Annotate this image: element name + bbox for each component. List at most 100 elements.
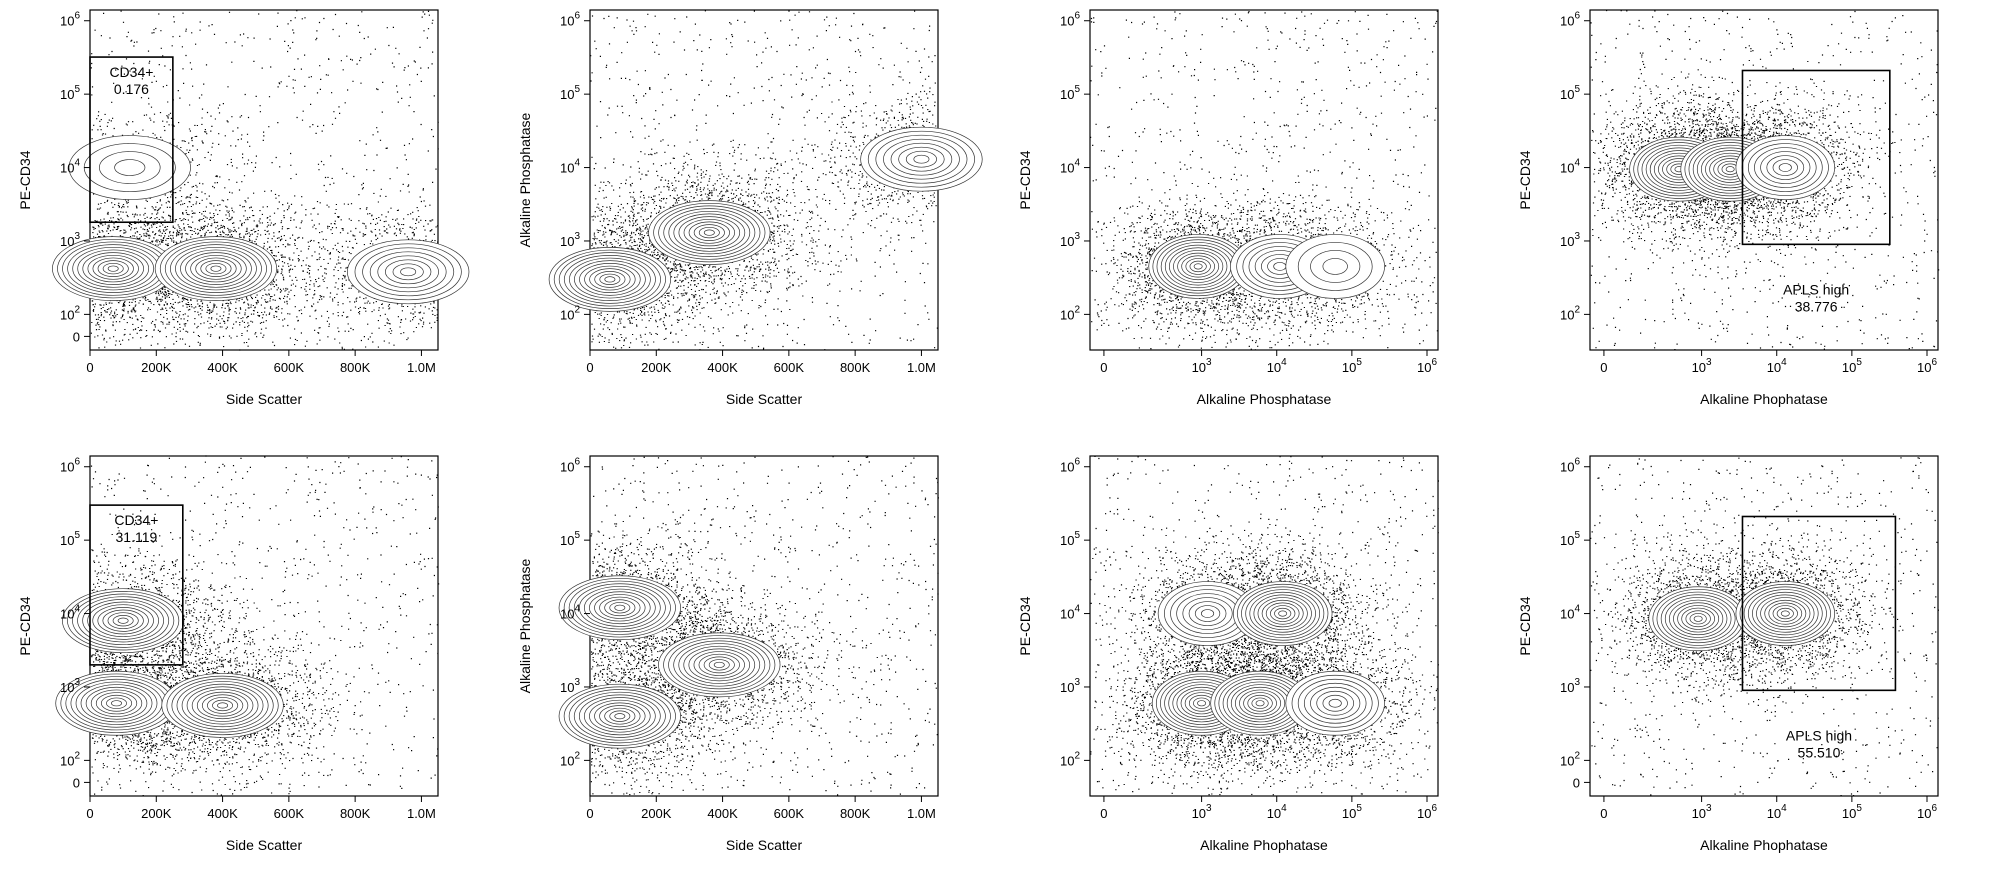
contour-level xyxy=(589,268,631,291)
contour-level xyxy=(683,218,735,247)
contour-level xyxy=(377,255,439,289)
x-tick-label: 103 xyxy=(1692,357,1712,375)
contour-level xyxy=(668,637,771,692)
y-tick-exponent: 6 xyxy=(1074,11,1080,22)
contour-level xyxy=(548,247,672,312)
y-tick-label: 104 xyxy=(1560,158,1580,176)
population-core xyxy=(1285,671,1385,736)
contour-level xyxy=(594,594,646,622)
contour-level xyxy=(354,243,462,301)
population-core xyxy=(1158,581,1257,646)
y-tick-label: 102 xyxy=(1060,750,1080,768)
plot-svg: 0 103 104 105 106 0 102 103 104 105 106 Alkaline Ph… xyxy=(1517,455,1939,853)
contour-level xyxy=(196,691,249,720)
contour-level xyxy=(1193,697,1211,709)
x-tick-label: 105 xyxy=(1842,803,1862,821)
contour-level xyxy=(563,255,656,304)
plot-svg: 0 103 104 105 106 102 103 104 105 106 Alkaline Pho… xyxy=(1517,9,1940,407)
plot-svg: 0 200K 400K 600K 800K 1.0M0102103104105106Sid… xyxy=(17,455,440,853)
contour-level xyxy=(1197,700,1207,707)
contour-level xyxy=(867,130,975,188)
contour-lines xyxy=(1151,581,1385,736)
y-tick-exponent: 5 xyxy=(1074,84,1080,95)
contour-level xyxy=(578,586,661,630)
population-core xyxy=(62,588,184,653)
x-tick-label: 600K xyxy=(774,360,805,375)
contour-level xyxy=(1285,670,1385,736)
contour-level xyxy=(599,705,641,728)
contour-level xyxy=(106,697,127,709)
contour-level xyxy=(1310,686,1361,720)
x-tick-label: 1.0M xyxy=(407,360,436,375)
contour-level xyxy=(362,247,455,297)
x-tick-label: 600K xyxy=(274,806,305,821)
x-tick-label: 200K xyxy=(641,806,672,821)
population-core xyxy=(1233,581,1333,646)
y-tick-exponent: 4 xyxy=(1074,158,1080,169)
contour-level xyxy=(186,686,259,725)
contour-level xyxy=(1303,682,1367,724)
contour-level xyxy=(663,635,776,695)
contour-level xyxy=(599,273,621,286)
population-core xyxy=(1735,581,1835,646)
contour-level xyxy=(1316,690,1355,716)
x-tick-label: 1.0M xyxy=(407,806,436,821)
gate-percentage: 55.510 xyxy=(1798,744,1841,760)
contour-level xyxy=(92,604,154,638)
gate-rectangle xyxy=(89,504,184,666)
contour-level xyxy=(905,150,937,168)
plot-panel-7: 0 103 104 105 106 102 103 104 105 106 Alkaline Pho… xyxy=(1008,446,1483,887)
y-tick-label: 0 xyxy=(73,329,80,344)
y-tick-exponent: 2 xyxy=(74,304,80,315)
x-tick-label: 0 xyxy=(86,806,93,821)
x-tick-exponent: 4 xyxy=(1781,357,1787,368)
y-tick-exponent: 3 xyxy=(1574,677,1580,688)
y-tick-exponent: 6 xyxy=(1574,457,1580,468)
plot-panel-8: 0 103 104 105 106 0 102 103 104 105 106 Alkaline Ph… xyxy=(1508,446,1983,887)
contour-level xyxy=(90,689,143,717)
contour-level xyxy=(578,694,661,738)
y-tick-label: 106 xyxy=(1060,457,1080,475)
contour-level xyxy=(1739,583,1831,644)
contour-level xyxy=(1764,599,1807,628)
contour-level xyxy=(181,683,264,728)
contour-level xyxy=(658,205,761,260)
x-tick-label: 104 xyxy=(1767,357,1787,375)
gate-percentage: 38.776 xyxy=(1795,298,1838,314)
y-tick-label: 105 xyxy=(60,530,80,548)
x-tick-label: 105 xyxy=(1342,803,1362,821)
gate: CD34+0.176 xyxy=(89,56,174,224)
y-tick-exponent: 3 xyxy=(1074,231,1080,242)
contour-level xyxy=(1297,242,1373,291)
contour-lines xyxy=(548,126,983,312)
contour-level xyxy=(191,689,254,722)
plot-panel-6: 0 200K 400K 600K 800K 1.0M 102 103 104 105 106 Side… xyxy=(508,446,983,887)
contour-level xyxy=(80,684,153,723)
x-tick-label: 200K xyxy=(641,360,672,375)
contour-level xyxy=(683,645,756,684)
contour-level xyxy=(212,699,234,712)
population-core xyxy=(648,200,771,265)
contour-level xyxy=(860,126,983,192)
y-tick-exponent: 5 xyxy=(574,84,580,95)
contour-level xyxy=(1278,610,1288,617)
contour-level xyxy=(584,265,636,294)
contour-level xyxy=(673,213,746,252)
contour-level xyxy=(1257,597,1308,630)
y-axis-label: PE-CD34 xyxy=(17,150,33,209)
plot-panel-3: 0 103 104 105 106 102 103 104 105 106 Alkaline Pho… xyxy=(1008,0,1483,441)
contour-lines xyxy=(55,588,284,738)
y-tick-label: 102 xyxy=(560,304,580,322)
x-tick-exponent: 6 xyxy=(1931,357,1937,368)
y-tick-label: 103 xyxy=(560,677,580,695)
population-core xyxy=(155,236,277,301)
x-axis-label: Alkaline Phophatase xyxy=(1700,837,1828,853)
gate-name: APLS high xyxy=(1783,281,1849,297)
contour-level xyxy=(1239,689,1282,717)
y-tick-exponent: 5 xyxy=(574,530,580,541)
x-tick-label: 105 xyxy=(1842,357,1862,375)
y-tick-exponent: 5 xyxy=(74,84,80,95)
contour-level xyxy=(1756,594,1815,633)
